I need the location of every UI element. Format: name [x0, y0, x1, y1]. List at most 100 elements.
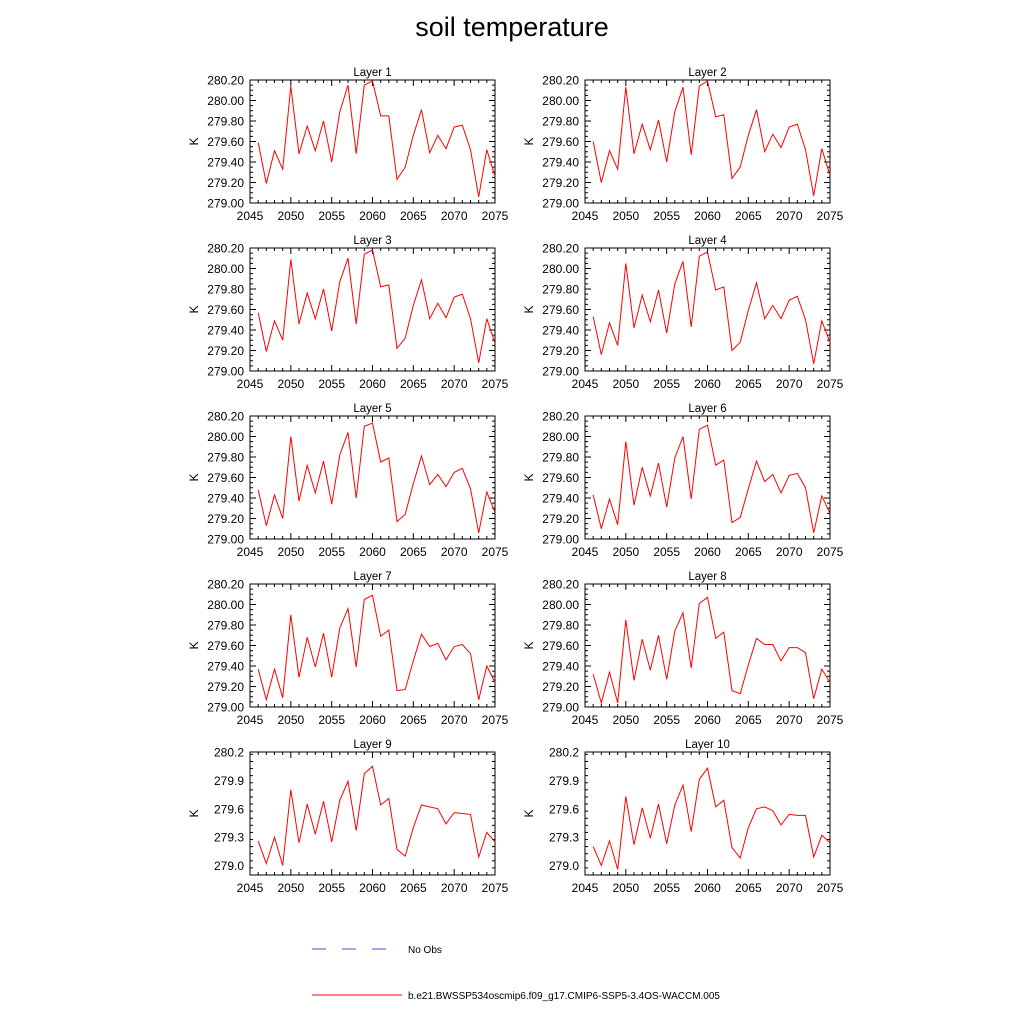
x-tick-label: 2065 [735, 377, 762, 391]
y-tick-label: 279.60 [542, 303, 579, 317]
y-tick-label: 279.0 [549, 859, 579, 873]
x-tick-label: 2070 [441, 545, 468, 559]
plot-frame [584, 583, 831, 708]
y-tick-label: 279.60 [207, 471, 244, 485]
y-tick-label: 279.80 [207, 283, 244, 297]
x-tick-label: 2075 [482, 377, 509, 391]
y-tick-label: 279.40 [542, 156, 579, 170]
series-line [257, 249, 496, 363]
x-tick-label: 2060 [359, 713, 386, 727]
x-tick-label: 2060 [694, 713, 721, 727]
x-tick-label: 2050 [277, 713, 304, 727]
x-tick-label: 2065 [735, 545, 762, 559]
y-tick-label: 279.3 [549, 831, 579, 845]
y-tick-label: 279.40 [542, 324, 579, 338]
plot-frame [584, 247, 831, 372]
y-tick-label: 279.00 [542, 701, 579, 715]
y-axis-label: K [522, 809, 536, 817]
y-tick-label: 280.20 [542, 410, 579, 424]
series-line [592, 424, 831, 533]
x-tick-label: 2045 [237, 713, 264, 727]
y-axis-label: K [522, 641, 536, 649]
y-axis-label: K [522, 137, 536, 145]
y-tick-label: 279.60 [542, 471, 579, 485]
y-tick-label: 280.00 [207, 94, 244, 108]
x-tick-label: 2075 [482, 545, 509, 559]
panel-title: Layer 2 [688, 67, 726, 79]
y-tick-label: 279.00 [207, 533, 244, 547]
y-tick-label: 279.80 [542, 283, 579, 297]
x-tick-label: 2070 [776, 545, 803, 559]
series-line [592, 766, 831, 870]
x-tick-label: 2065 [735, 209, 762, 223]
x-tick-label: 2065 [400, 545, 427, 559]
x-tick-label: 2050 [612, 209, 639, 223]
series-line [592, 80, 831, 196]
panel-title: Layer 8 [688, 571, 726, 583]
y-tick-label: 279.20 [542, 176, 579, 190]
y-tick-label: 280.20 [542, 74, 579, 88]
series-line [592, 251, 831, 364]
panel-title: Layer 5 [353, 403, 391, 415]
y-axis-label: K [187, 473, 201, 481]
x-tick-label: 2070 [776, 377, 803, 391]
x-tick-label: 2075 [817, 545, 844, 559]
x-tick-label: 2045 [237, 881, 264, 895]
x-tick-label: 2050 [277, 545, 304, 559]
x-tick-label: 2070 [776, 713, 803, 727]
y-tick-label: 279.20 [542, 680, 579, 694]
chart-panel: Layer 4 2045 2050 2055 2060 2065 2070 2075 279.0… [522, 235, 844, 391]
x-tick-label: 2070 [776, 881, 803, 895]
x-tick-label: 2055 [653, 713, 680, 727]
y-tick-label: 279.6 [214, 802, 244, 816]
y-tick-label: 280.00 [542, 598, 579, 612]
y-axis-label: K [187, 137, 201, 145]
y-tick-label: 279.9 [549, 774, 579, 788]
y-tick-label: 279.00 [207, 365, 244, 379]
x-tick-label: 2070 [441, 377, 468, 391]
y-axis-label: K [187, 809, 201, 817]
x-tick-label: 2055 [318, 209, 345, 223]
y-tick-label: 279.20 [542, 344, 579, 358]
chart-panel: Layer 5 2045 2050 2055 2060 2065 2070 2075 279.0… [187, 403, 509, 559]
y-axis-label: K [187, 641, 201, 649]
y-tick-label: 279.80 [542, 619, 579, 633]
y-tick-label: 279.00 [542, 197, 579, 211]
y-tick-label: 279.00 [207, 197, 244, 211]
y-tick-label: 279.00 [542, 365, 579, 379]
x-tick-label: 2045 [572, 713, 599, 727]
plot-frame [249, 247, 496, 372]
y-tick-label: 279.40 [542, 660, 579, 674]
x-tick-label: 2065 [400, 881, 427, 895]
x-tick-label: 2050 [612, 545, 639, 559]
x-tick-label: 2070 [776, 209, 803, 223]
y-tick-label: 279.00 [542, 533, 579, 547]
x-tick-label: 2045 [572, 545, 599, 559]
y-tick-label: 279.40 [207, 324, 244, 338]
y-tick-label: 279.60 [207, 135, 244, 149]
y-tick-label: 280.00 [542, 94, 579, 108]
chart-panel: Layer 7 2045 2050 2055 2060 2065 2070 2075 279.0… [187, 571, 509, 727]
panel-title: Layer 4 [688, 235, 727, 247]
x-tick-label: 2045 [237, 545, 264, 559]
y-tick-label: 280.20 [207, 242, 244, 256]
x-tick-label: 2055 [653, 377, 680, 391]
x-tick-label: 2050 [277, 377, 304, 391]
y-tick-label: 280.00 [207, 262, 244, 276]
x-tick-label: 2065 [735, 713, 762, 727]
x-tick-label: 2065 [735, 881, 762, 895]
chart-panel: Layer 10 2045 2050 2055 2060 2065 2070 2075 279.… [522, 739, 844, 895]
panel-title: Layer 10 [685, 739, 730, 751]
y-tick-label: 279.80 [207, 451, 244, 465]
y-tick-label: 280.20 [207, 74, 244, 88]
x-tick-label: 2075 [817, 881, 844, 895]
x-tick-label: 2055 [318, 881, 345, 895]
x-tick-label: 2065 [400, 377, 427, 391]
y-tick-label: 279.00 [207, 701, 244, 715]
x-tick-label: 2075 [482, 881, 509, 895]
y-tick-label: 280.20 [542, 578, 579, 592]
y-tick-label: 279.60 [542, 135, 579, 149]
chart-panel: Layer 9 2045 2050 2055 2060 2065 2070 2075 279.0… [187, 739, 509, 895]
y-tick-label: 279.3 [214, 831, 244, 845]
y-tick-label: 279.40 [542, 492, 579, 506]
